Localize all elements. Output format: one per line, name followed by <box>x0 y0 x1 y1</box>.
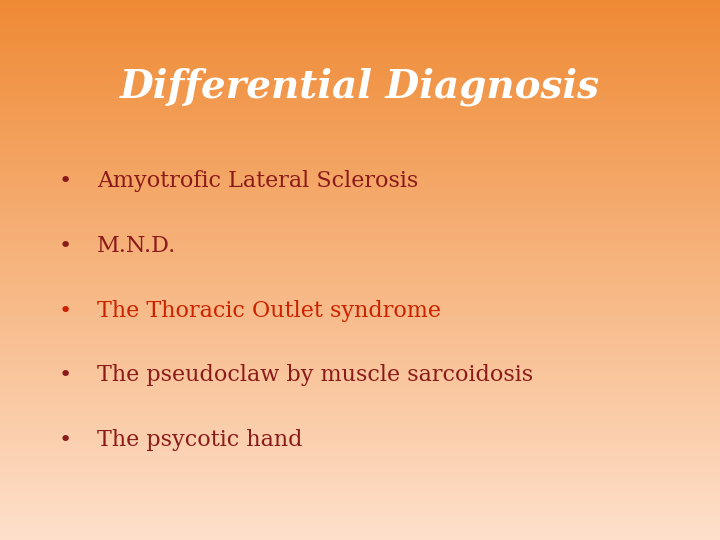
Text: The Thoracic Outlet syndrome: The Thoracic Outlet syndrome <box>97 300 441 321</box>
Text: Differential Diagnosis: Differential Diagnosis <box>120 67 600 106</box>
Text: Amyotrofic Lateral Sclerosis: Amyotrofic Lateral Sclerosis <box>97 170 418 192</box>
Text: M.N.D.: M.N.D. <box>97 235 176 256</box>
Text: The psycotic hand: The psycotic hand <box>97 429 302 451</box>
Text: The pseudoclaw by muscle sarcoidosis: The pseudoclaw by muscle sarcoidosis <box>97 364 534 386</box>
Text: •: • <box>58 235 71 256</box>
Text: •: • <box>58 171 71 191</box>
Text: •: • <box>58 365 71 386</box>
Text: •: • <box>58 300 71 321</box>
Text: •: • <box>58 430 71 450</box>
